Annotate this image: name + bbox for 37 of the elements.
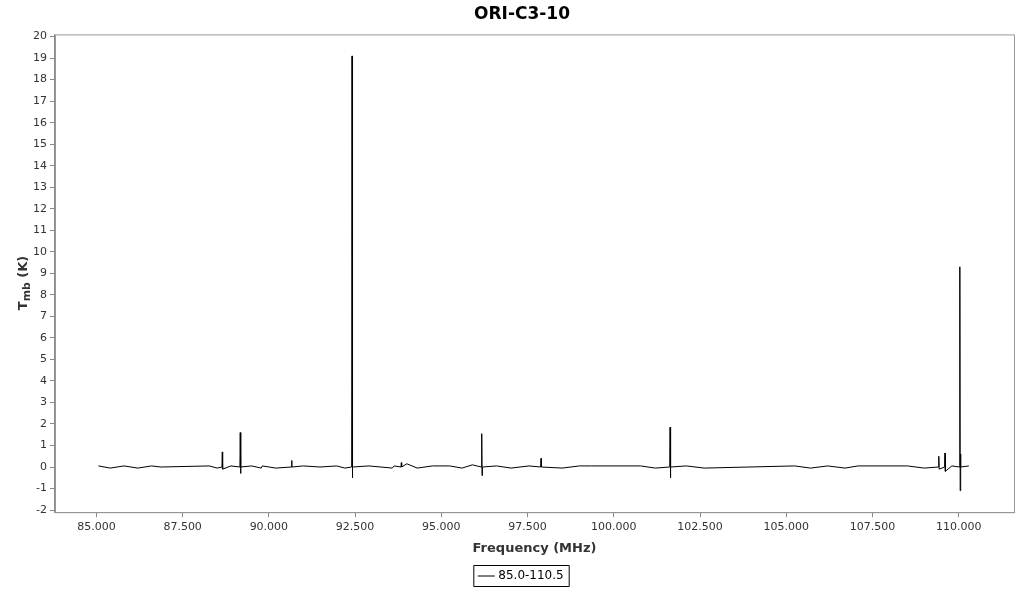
legend-label: 85.0-110.5 (498, 568, 564, 583)
y-tick-label: 10 (33, 244, 47, 258)
x-tick-label: 97.500 (508, 519, 547, 533)
y-tick-label: -2 (36, 502, 47, 516)
y-tick-label: 20 (33, 29, 47, 43)
chart-title: ORI-C3-10 (474, 2, 571, 23)
x-axis-title: Frequency (MHz) (472, 539, 597, 555)
y-tick-label: 17 (33, 93, 47, 107)
y-tick-label: 1 (40, 438, 47, 452)
x-tick-label: 92.500 (335, 519, 375, 533)
x-tick-label: 95.000 (422, 519, 461, 533)
x-tick-label: 90.000 (249, 519, 289, 533)
y-tick-label: 2 (40, 416, 47, 430)
x-tick-label: 85.000 (77, 519, 116, 533)
y-tick-label: 16 (33, 115, 47, 129)
y-tick-label: 13 (33, 180, 47, 194)
x-tick-label: 105.000 (763, 519, 810, 533)
y-tick-label: 6 (40, 330, 47, 344)
y-tick-label: 0 (40, 459, 47, 473)
y-tick-label: 8 (40, 287, 47, 301)
y-tick-label: 12 (33, 201, 47, 215)
x-tick-label: 107.500 (849, 519, 896, 533)
y-tick-label: 18 (33, 72, 47, 86)
y-tick-label: 5 (40, 352, 47, 366)
x-tick-label: 102.500 (677, 519, 723, 533)
y-tick-label: 15 (33, 137, 47, 151)
y-tick-label: 11 (33, 223, 47, 237)
y-tick-label: 9 (40, 266, 47, 280)
y-tick-label: 4 (40, 373, 47, 387)
x-tick-label: 100.000 (591, 519, 637, 533)
x-tick-label: 110.000 (936, 519, 982, 533)
y-tick-label: 19 (33, 50, 47, 64)
y-tick-label: 7 (40, 309, 47, 323)
y-tick-label: -1 (36, 481, 47, 495)
y-tick-label: 14 (33, 158, 47, 172)
x-tick-label: 87.500 (163, 519, 202, 533)
y-tick-label: 3 (40, 395, 47, 409)
